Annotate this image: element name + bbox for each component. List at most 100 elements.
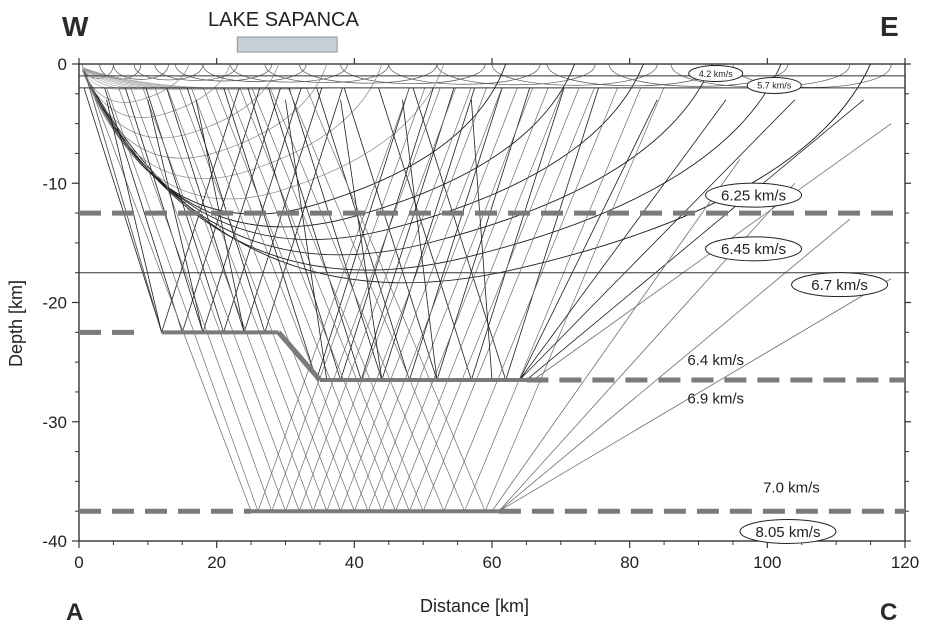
deep-ray-up	[312, 87, 472, 512]
velocity-label: 6.25 km/s	[721, 188, 786, 205]
reflected-ray-down	[268, 87, 362, 381]
far-ray	[498, 218, 851, 512]
top-arc-ray	[264, 63, 390, 83]
turning-ray	[82, 63, 231, 118]
mid-source-ray	[84, 71, 163, 333]
top-arc-ray	[154, 63, 238, 81]
x-axis-title: Distance [km]	[420, 596, 529, 616]
deep-ray-down	[227, 87, 396, 512]
deep-ray-down	[203, 87, 369, 512]
deep-ray-up	[443, 87, 618, 512]
deep-ray-down	[154, 87, 314, 512]
deep-ray-down	[142, 87, 300, 512]
deep-ray-up	[409, 87, 580, 512]
top-arc-ray	[388, 63, 541, 85]
velocity-label: 8.05 km/s	[755, 524, 820, 541]
plot-frame	[78, 63, 906, 542]
velocity-oval	[688, 65, 744, 83]
deep-ray-up	[367, 87, 534, 512]
refracted-ray	[470, 99, 493, 381]
corner-label-w: W	[62, 11, 89, 42]
deep-source-ray	[84, 71, 252, 512]
y-tick-label: -20	[42, 294, 67, 313]
reflected-ray-down	[247, 87, 341, 381]
near-source-ray	[82, 67, 157, 90]
refracted-ray	[526, 99, 864, 381]
far-ray	[491, 159, 741, 512]
ray-paths	[82, 63, 892, 512]
deep-ray-down	[239, 87, 410, 512]
deep-ray-down	[306, 87, 486, 512]
corner-label-a: A	[66, 599, 83, 626]
deep-ray-up	[271, 87, 426, 512]
reflected-ray-down	[378, 87, 472, 381]
velocity-oval	[705, 182, 803, 208]
top-arc-ray	[491, 63, 658, 86]
velocity-label: 6.45 km/s	[721, 241, 786, 258]
refracted-ray	[147, 99, 204, 333]
lake-group: LAKE SAPANCA	[208, 9, 359, 53]
x-tick-label: 0	[74, 553, 83, 572]
velocity-interfaces	[79, 75, 905, 514]
top-arc-ray	[113, 63, 169, 80]
deep-ray-up	[395, 87, 564, 512]
reflected-ray-up	[202, 87, 281, 333]
axes: 0 20 40 60 80 100 120 0 -10 -20 -30 -40	[42, 55, 919, 572]
top-arc-ray	[340, 63, 486, 84]
velocity-labels: 4.2 km/s 5.7 km/s 6.25 km/s 6.45 km/s 6.7 km…	[687, 65, 889, 544]
deep-ray-up	[298, 87, 456, 512]
velocity-label: 6.7 km/s	[811, 277, 868, 294]
lake-sapanca-bar	[236, 36, 338, 53]
y-tick-label: -10	[42, 174, 67, 193]
velocity-oval	[791, 272, 889, 298]
x-tick-label: 120	[891, 553, 919, 572]
refracted-ray	[106, 99, 162, 333]
top-arc-ray	[436, 63, 596, 86]
turning-ray	[82, 63, 383, 179]
deep-ray-up	[464, 87, 642, 512]
x-tick-label: 20	[207, 553, 226, 572]
deep-ray-up	[257, 87, 410, 512]
lake-sapanca-label: LAKE SAPANCA	[208, 9, 359, 31]
x-tick-label: 80	[620, 553, 639, 572]
deep-ray-down	[191, 87, 355, 512]
refracted-ray	[402, 99, 438, 381]
reflected-ray-up	[505, 87, 599, 381]
velocity-label: 6.9 km/s	[687, 390, 744, 407]
deep-ray-down	[106, 87, 259, 512]
y-axis-title: Depth [km]	[6, 280, 26, 367]
deep-ray-down	[166, 87, 328, 512]
reflected-ray-up	[381, 87, 476, 381]
turning-ray	[82, 63, 328, 159]
velocity-label: 4.2 km/s	[699, 69, 734, 79]
refracted-ray	[340, 99, 383, 381]
deep-ray-up	[285, 87, 441, 512]
deep-ray-up	[484, 87, 665, 512]
reflected-ray-down	[316, 87, 410, 381]
reflected-ray-down	[83, 87, 162, 333]
y-tick-label: 0	[58, 55, 67, 74]
reflected-ray-down	[124, 87, 204, 333]
refracted-ray	[519, 99, 796, 381]
plot-area	[78, 63, 906, 542]
refracted-ray	[285, 99, 328, 381]
top-arc-ray	[133, 63, 204, 81]
reflected-ray-down	[412, 87, 507, 381]
x-tick-label: 100	[753, 553, 781, 572]
turning-ray	[82, 63, 871, 284]
refracted-ray	[519, 99, 658, 381]
reflected-ray-up	[409, 87, 503, 381]
refracted-ray	[195, 99, 245, 333]
deep-ray-up	[381, 87, 549, 512]
y-tick-label: -30	[42, 413, 67, 432]
deep-ray-down	[287, 87, 465, 512]
velocity-label: 5.7 km/s	[757, 81, 792, 91]
corner-label-c: C	[880, 599, 897, 626]
far-ray	[498, 278, 892, 512]
velocity-oval	[739, 518, 837, 544]
turning-ray	[82, 63, 279, 139]
top-arc-ray	[608, 63, 789, 87]
reflected-ray-down	[223, 87, 317, 381]
deep-ray-down	[251, 87, 424, 512]
